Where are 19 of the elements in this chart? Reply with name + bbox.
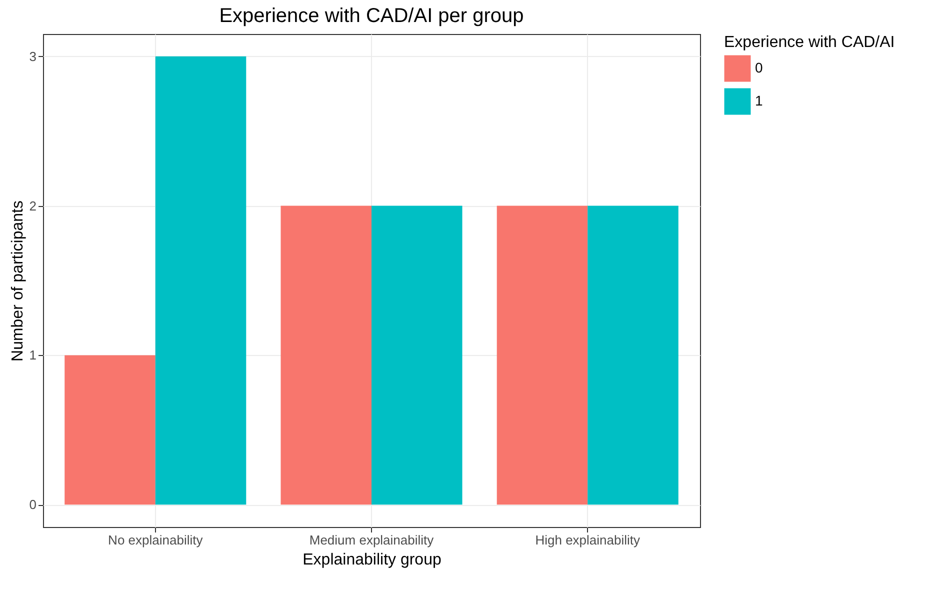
y-axis-title: Number of participants: [9, 200, 26, 362]
y-tick-label: 2: [29, 198, 36, 214]
y-tick-label: 0: [29, 497, 36, 512]
bar: [155, 56, 246, 505]
bar: [280, 206, 372, 505]
chart-title: Experience with CAD/AI per group: [219, 5, 524, 27]
x-tick-label: High explainability: [535, 532, 641, 548]
x-tick-label: No explainability: [108, 532, 204, 548]
legend-title: Experience with CAD/AI: [724, 34, 895, 51]
bar: [496, 206, 588, 505]
legend-label: 0: [755, 60, 763, 76]
legend-label: 1: [755, 92, 763, 108]
y-tick-label: 1: [29, 348, 36, 363]
x-tick-label: Medium explainability: [309, 532, 434, 548]
bar: [64, 355, 156, 505]
bar: [588, 206, 678, 505]
y-tick-label: 3: [29, 48, 36, 64]
bar: [372, 206, 462, 505]
x-axis-title: Explainability group: [302, 552, 442, 568]
